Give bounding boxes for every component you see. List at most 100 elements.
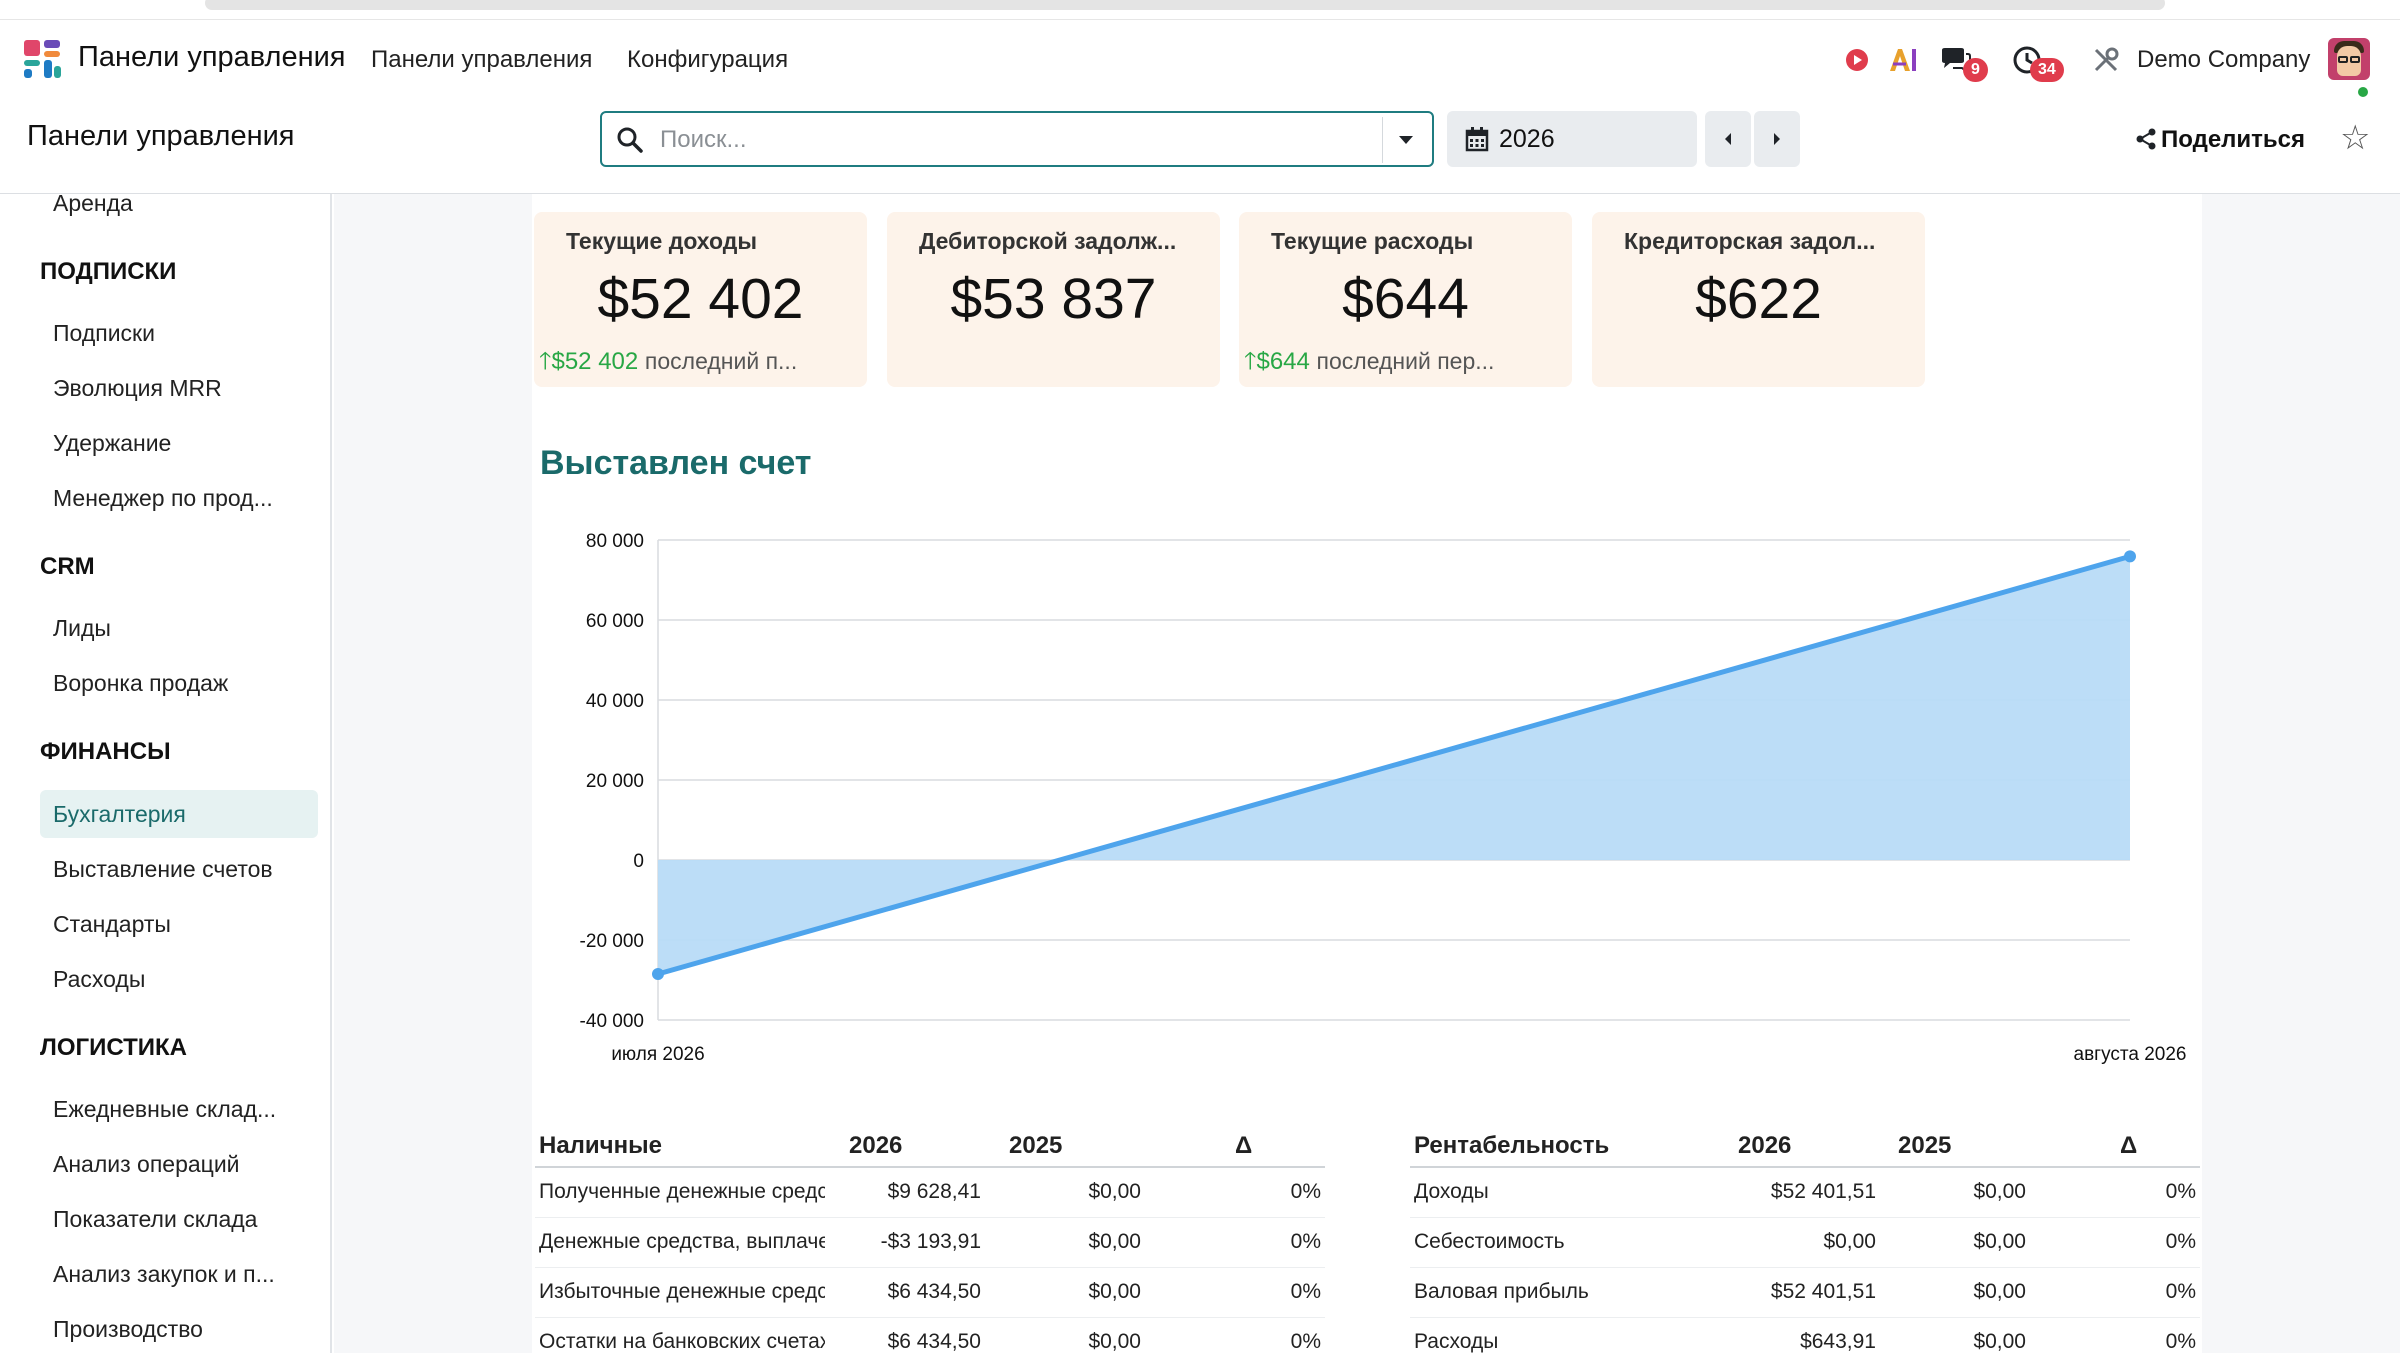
value-2025-cell: $0,00 — [985, 1217, 1145, 1268]
invoiced-area-chart[interactable]: 80 000 60 000 40 000 20 000 0 -20 000 -40 000 и… — [540, 520, 2200, 1070]
sidebar-item-operations-analysis[interactable]: Анализ операций — [53, 1151, 240, 1177]
sidebar-item-retention[interactable]: Удержание — [53, 430, 172, 456]
sidebar-item-purchase-analysis[interactable]: Анализ закупок и п... — [53, 1261, 275, 1287]
sidebar-heading-logistics: ЛОГИСТИКА — [40, 1034, 187, 1061]
table-row[interactable]: Валовая прибыль $52 401,51 $0,00 0% — [1410, 1267, 2200, 1318]
online-status-dot — [2356, 85, 2370, 99]
row-label-cell: Денежные средства, выплаченные — [535, 1217, 825, 1268]
row-label-cell: Расходы — [1410, 1317, 1730, 1353]
kpi-card-receivables[interactable]: Дебиторской задолж... $53 837 — [887, 212, 1220, 387]
sidebar-item-leads[interactable]: Лиды — [53, 615, 111, 641]
sidebar-item-invoicing[interactable]: Выставление счетов — [53, 856, 273, 882]
search-options-toggle[interactable] — [1382, 117, 1428, 163]
next-period-button[interactable] — [1754, 111, 1800, 167]
trend-up-arrow-icon: 🡑 — [539, 348, 552, 375]
col-header-delta: Δ — [1145, 1125, 1325, 1168]
table-row[interactable]: Расходы $643,91 $0,00 0% — [1410, 1317, 2200, 1353]
table-row[interactable]: Денежные средства, выплаченные-$3 193,91… — [535, 1217, 1325, 1268]
value-2025-cell: $0,00 — [985, 1317, 1145, 1353]
kpi-trend-label: последний п... — [644, 348, 798, 374]
table-row[interactable]: Себестоимость $0,00 $0,00 0% — [1410, 1217, 2200, 1268]
favorite-star-icon[interactable]: ☆ — [2340, 119, 2371, 157]
value-2025-cell: $0,00 — [1880, 1267, 2030, 1318]
delta-cell: 0% — [1145, 1217, 1325, 1268]
menu-dashboards[interactable]: Панели управления — [371, 46, 593, 73]
table-row[interactable]: Остатки на банковских счетах $6 434,50 $0,… — [535, 1317, 1325, 1353]
delta-cell: 0% — [1145, 1167, 1325, 1218]
sidebar-item-mrr-evolution[interactable]: Эволюция MRR — [53, 375, 222, 401]
browser-top-strip — [0, 0, 2400, 20]
sidebar-item-rental[interactable]: Аренда — [53, 194, 133, 216]
value-2025-cell: $0,00 — [985, 1167, 1145, 1218]
kpi-value: $52 402 — [597, 267, 804, 331]
kpi-title: Текущие доходы — [566, 228, 758, 254]
sidebar-item-daily-stock[interactable]: Ежедневные склад... — [53, 1096, 277, 1122]
value-2026-cell: $643,91 — [1730, 1317, 1880, 1353]
y-tick-label: 80 000 — [586, 531, 644, 552]
caret-down-icon — [1398, 136, 1413, 144]
sidebar-item-sales-manager[interactable]: Менеджер по прод... — [53, 485, 273, 511]
sidebar-heading-crm: CRM — [40, 553, 95, 580]
menu-configuration[interactable]: Конфигурация — [627, 46, 789, 73]
sidebar-item-warehouse-metrics[interactable]: Показатели склада — [53, 1206, 258, 1232]
trend-up-arrow-icon: 🡑 — [1244, 348, 1257, 375]
ai-icon[interactable] — [1885, 42, 1921, 78]
sidebar-item-expenses[interactable]: Расходы — [53, 966, 146, 992]
messages-badge: 9 — [1963, 58, 1988, 82]
sidebar-item-benchmarks[interactable]: Стандарты — [53, 911, 171, 937]
value-2026-cell: $0,00 — [1730, 1217, 1880, 1268]
tools-icon[interactable] — [2088, 42, 2124, 78]
share-icon — [2136, 128, 2156, 150]
y-tick-label: 60 000 — [586, 611, 644, 632]
value-2025-cell: $0,00 — [985, 1267, 1145, 1318]
table-row[interactable]: Полученные денежные средства$9 628,41$0,… — [535, 1167, 1325, 1218]
invoiced-section-title: Выставлен счет — [540, 444, 812, 482]
sidebar-item-accounting[interactable]: Бухгалтерия — [53, 801, 186, 827]
value-2025-cell: $0,00 — [1880, 1167, 2030, 1218]
value-2026-cell: $52 401,51 — [1730, 1267, 1880, 1318]
dashboards-app-icon[interactable] — [24, 40, 62, 78]
company-switcher[interactable]: Demo Company — [2137, 46, 2311, 73]
delta-cell: 0% — [2030, 1217, 2200, 1268]
x-tick-label: июля 2026 — [611, 1044, 704, 1065]
kpi-value: $622 — [1695, 267, 1822, 331]
sidebar-heading-finance: ФИНАНСЫ — [40, 738, 171, 765]
kpi-trend-value: $644 — [1256, 348, 1310, 375]
col-header-2025: 2025 — [1880, 1125, 2030, 1168]
delta-cell: 0% — [1145, 1317, 1325, 1353]
app-name[interactable]: Панели управления — [78, 41, 346, 73]
delta-cell: 0% — [2030, 1317, 2200, 1353]
sidebar-heading-subscriptions: ПОДПИСКИ — [40, 258, 177, 285]
value-2026-cell: $6 434,50 — [825, 1317, 985, 1353]
cash-table: Наличные 2026 2025 Δ Полученные денежные… — [535, 1125, 1325, 1353]
kpi-card-current-income[interactable]: Текущие доходы $52 402 🡑$52 402 последни… — [534, 212, 867, 387]
activities-badge: 34 — [2030, 58, 2064, 82]
table-row[interactable]: Доходы $52 401,51 $0,00 0% — [1410, 1167, 2200, 1218]
y-tick-label: 0 — [633, 851, 644, 872]
sidebar-item-manufacturing[interactable]: Производство — [53, 1316, 203, 1342]
value-2025-cell: $0,00 — [1880, 1317, 2030, 1353]
value-2026-cell: $6 434,50 — [825, 1267, 985, 1318]
previous-period-button[interactable] — [1705, 111, 1751, 167]
x-tick-label: августа 2026 — [2074, 1044, 2187, 1065]
share-button[interactable]: Поделиться — [2135, 126, 2305, 154]
search-input[interactable] — [660, 123, 1360, 157]
user-avatar[interactable] — [2328, 38, 2370, 80]
search-bar[interactable] — [600, 111, 1434, 167]
series-line — [657, 553, 2131, 977]
kpi-card-payables[interactable]: Кредиторская задол... $622 — [1592, 212, 1925, 387]
table-row[interactable]: Избыточные денежные средства$6 434,50$0,… — [535, 1267, 1325, 1318]
row-label-cell: Валовая прибыль — [1410, 1267, 1730, 1318]
y-tick-label: 40 000 — [586, 691, 644, 712]
share-label: Поделиться — [2161, 126, 2306, 153]
sidebar-item-subscriptions[interactable]: Подписки — [53, 320, 155, 346]
kpi-title: Дебиторской задолж... — [919, 228, 1177, 254]
sidebar-item-pipeline[interactable]: Воронка продаж — [53, 670, 229, 696]
record-icon[interactable] — [1839, 42, 1875, 78]
kpi-card-current-expenses[interactable]: Текущие расходы $644 🡑$644 последний пер… — [1239, 212, 1572, 387]
row-label-cell: Доходы — [1410, 1167, 1730, 1218]
caret-right-icon — [1774, 133, 1780, 145]
col-header-2026: 2026 — [825, 1125, 985, 1168]
period-selector[interactable]: 2026 — [1447, 111, 1697, 167]
row-label-cell: Избыточные денежные средства — [535, 1267, 825, 1318]
